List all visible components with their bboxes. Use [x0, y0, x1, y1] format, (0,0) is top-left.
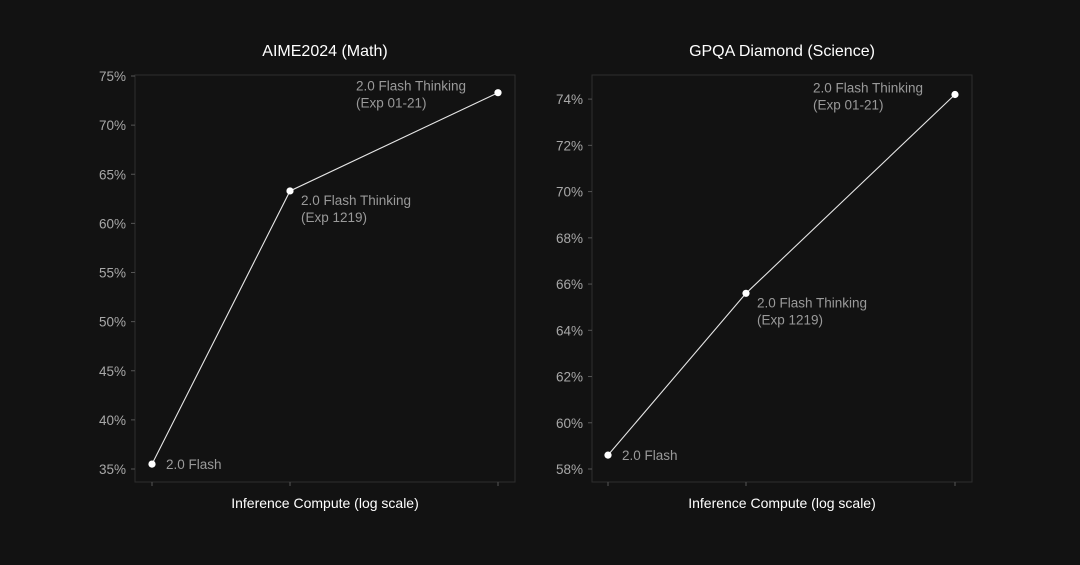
y-tick-label: 70% [99, 118, 126, 133]
series-line [151, 92, 499, 465]
y-tick-label: 60% [99, 216, 126, 231]
x-axis-label: Inference Compute (log scale) [688, 495, 876, 511]
y-tick-label: 72% [556, 138, 583, 153]
data-point-label: 2.0 Flash Thinking [813, 80, 923, 95]
y-tick-label: 58% [556, 462, 583, 477]
data-point-label: (Exp 1219) [757, 312, 823, 327]
y-tick-label: 70% [556, 185, 583, 200]
data-point-label: 2.0 Flash Thinking [356, 79, 466, 94]
y-tick-label: 64% [556, 323, 583, 338]
y-tick-label: 45% [99, 364, 126, 379]
chart-aime2024: AIME2024 (Math) Inference Compute (log s… [99, 43, 516, 511]
data-point [742, 289, 750, 297]
data-point [604, 451, 612, 459]
y-tick-label: 40% [99, 413, 126, 428]
chart-title: AIME2024 (Math) [262, 43, 387, 60]
data-point [951, 90, 959, 99]
data-point-label: (Exp 01-21) [356, 96, 427, 111]
plot-frame [134, 74, 516, 483]
data-point [494, 89, 502, 97]
y-tick-label: 50% [99, 315, 126, 330]
y-tick-label: 65% [99, 167, 126, 182]
data-point-label: 2.0 Flash [622, 448, 678, 463]
plot-frame [591, 74, 973, 483]
data-point [148, 460, 156, 468]
y-tick-label: 68% [556, 231, 583, 246]
y-tick-label: 74% [556, 92, 583, 107]
data-point-label: (Exp 01-21) [813, 97, 884, 112]
data-point-label: 2.0 Flash Thinking [301, 193, 411, 208]
data-point-label: 2.0 Flash Thinking [757, 295, 867, 310]
data-point-label: 2.0 Flash [166, 457, 222, 472]
y-tick-label: 62% [556, 370, 583, 385]
y-tick-label: 75% [99, 69, 126, 84]
y-tick-label: 35% [99, 462, 126, 477]
series-line [607, 94, 956, 456]
x-axis-label: Inference Compute (log scale) [231, 495, 419, 511]
data-point-label: (Exp 1219) [301, 210, 367, 225]
chart-title: GPQA Diamond (Science) [689, 43, 875, 60]
y-tick-label: 60% [556, 416, 583, 431]
y-tick-label: 66% [556, 277, 583, 292]
data-point [286, 187, 294, 195]
y-tick-label: 55% [99, 266, 126, 281]
chart-gpqa-diamond: GPQA Diamond (Science) Inference Compute… [556, 43, 973, 511]
